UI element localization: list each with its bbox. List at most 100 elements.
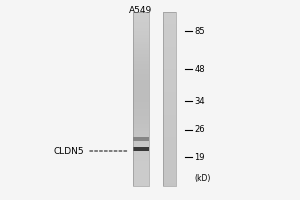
Bar [163, 121, 176, 122]
Bar [133, 135, 149, 136]
Bar [163, 100, 176, 101]
Bar [133, 163, 149, 164]
Bar [133, 119, 149, 120]
Bar [163, 57, 176, 58]
Bar [163, 58, 176, 59]
Bar [163, 102, 176, 104]
Bar [163, 168, 176, 169]
Bar [163, 20, 176, 21]
Bar [163, 162, 176, 163]
Bar [133, 164, 149, 165]
Bar [133, 53, 149, 54]
Bar [133, 75, 149, 76]
Bar [133, 102, 149, 104]
Bar [133, 29, 149, 30]
Bar [163, 161, 176, 162]
Bar [133, 138, 149, 139]
Text: 48: 48 [194, 64, 205, 73]
Bar [163, 120, 176, 121]
Bar [133, 89, 149, 90]
Bar [133, 94, 149, 95]
Bar [133, 173, 149, 174]
Bar [133, 67, 149, 68]
Bar [133, 179, 149, 180]
Bar [163, 88, 176, 89]
Bar [163, 155, 176, 156]
Bar [133, 83, 149, 84]
Bar [163, 89, 176, 90]
Bar [163, 12, 176, 186]
Bar [163, 185, 176, 186]
Bar [163, 163, 176, 164]
Bar [133, 128, 149, 129]
Bar [163, 98, 176, 99]
Bar [163, 144, 176, 145]
Bar [163, 14, 176, 15]
Bar [163, 66, 176, 67]
Bar [163, 70, 176, 71]
Bar [163, 176, 176, 177]
Bar [133, 136, 149, 137]
Bar [163, 34, 176, 35]
Bar [133, 69, 149, 70]
Bar [133, 70, 149, 71]
Bar [163, 137, 176, 138]
Bar [133, 147, 149, 151]
Bar [133, 36, 149, 37]
Text: CLDN5: CLDN5 [53, 146, 84, 156]
Bar [163, 51, 176, 52]
Bar [163, 43, 176, 44]
Bar [163, 136, 176, 137]
Bar [163, 113, 176, 114]
Bar [163, 65, 176, 66]
Bar [163, 69, 176, 70]
Bar [163, 44, 176, 45]
Bar [163, 77, 176, 78]
Bar [163, 163, 176, 164]
Bar [163, 12, 176, 13]
Bar [133, 57, 149, 58]
Bar [163, 73, 176, 74]
Bar [163, 106, 176, 107]
Bar [163, 74, 176, 75]
Bar [163, 56, 176, 57]
Bar [133, 78, 149, 79]
Bar [163, 158, 176, 159]
Bar [133, 82, 149, 83]
Bar [163, 150, 176, 151]
Bar [163, 183, 176, 184]
Bar [163, 114, 176, 115]
Bar [163, 59, 176, 60]
Bar [163, 55, 176, 56]
Bar [163, 182, 176, 183]
Bar [133, 176, 149, 178]
Bar [133, 131, 149, 132]
Bar [163, 76, 176, 77]
Bar [133, 12, 149, 13]
Bar [163, 71, 176, 72]
Bar [163, 109, 176, 110]
Bar [163, 177, 176, 178]
Bar [133, 110, 149, 111]
Bar [133, 116, 149, 117]
Bar [163, 79, 176, 80]
Bar [133, 113, 149, 114]
Bar [133, 60, 149, 61]
Bar [133, 184, 149, 185]
Bar [133, 169, 149, 170]
Bar [133, 125, 149, 126]
Bar [163, 37, 176, 38]
Bar [133, 159, 149, 160]
Bar [163, 157, 176, 158]
Bar [163, 29, 176, 30]
Bar [163, 72, 176, 73]
Bar [133, 32, 149, 33]
Bar [133, 96, 149, 97]
Bar [163, 108, 176, 109]
Bar [133, 92, 149, 93]
Bar [163, 130, 176, 131]
Bar [163, 30, 176, 31]
Bar [133, 136, 149, 137]
Bar [163, 171, 176, 172]
Bar [133, 112, 149, 113]
